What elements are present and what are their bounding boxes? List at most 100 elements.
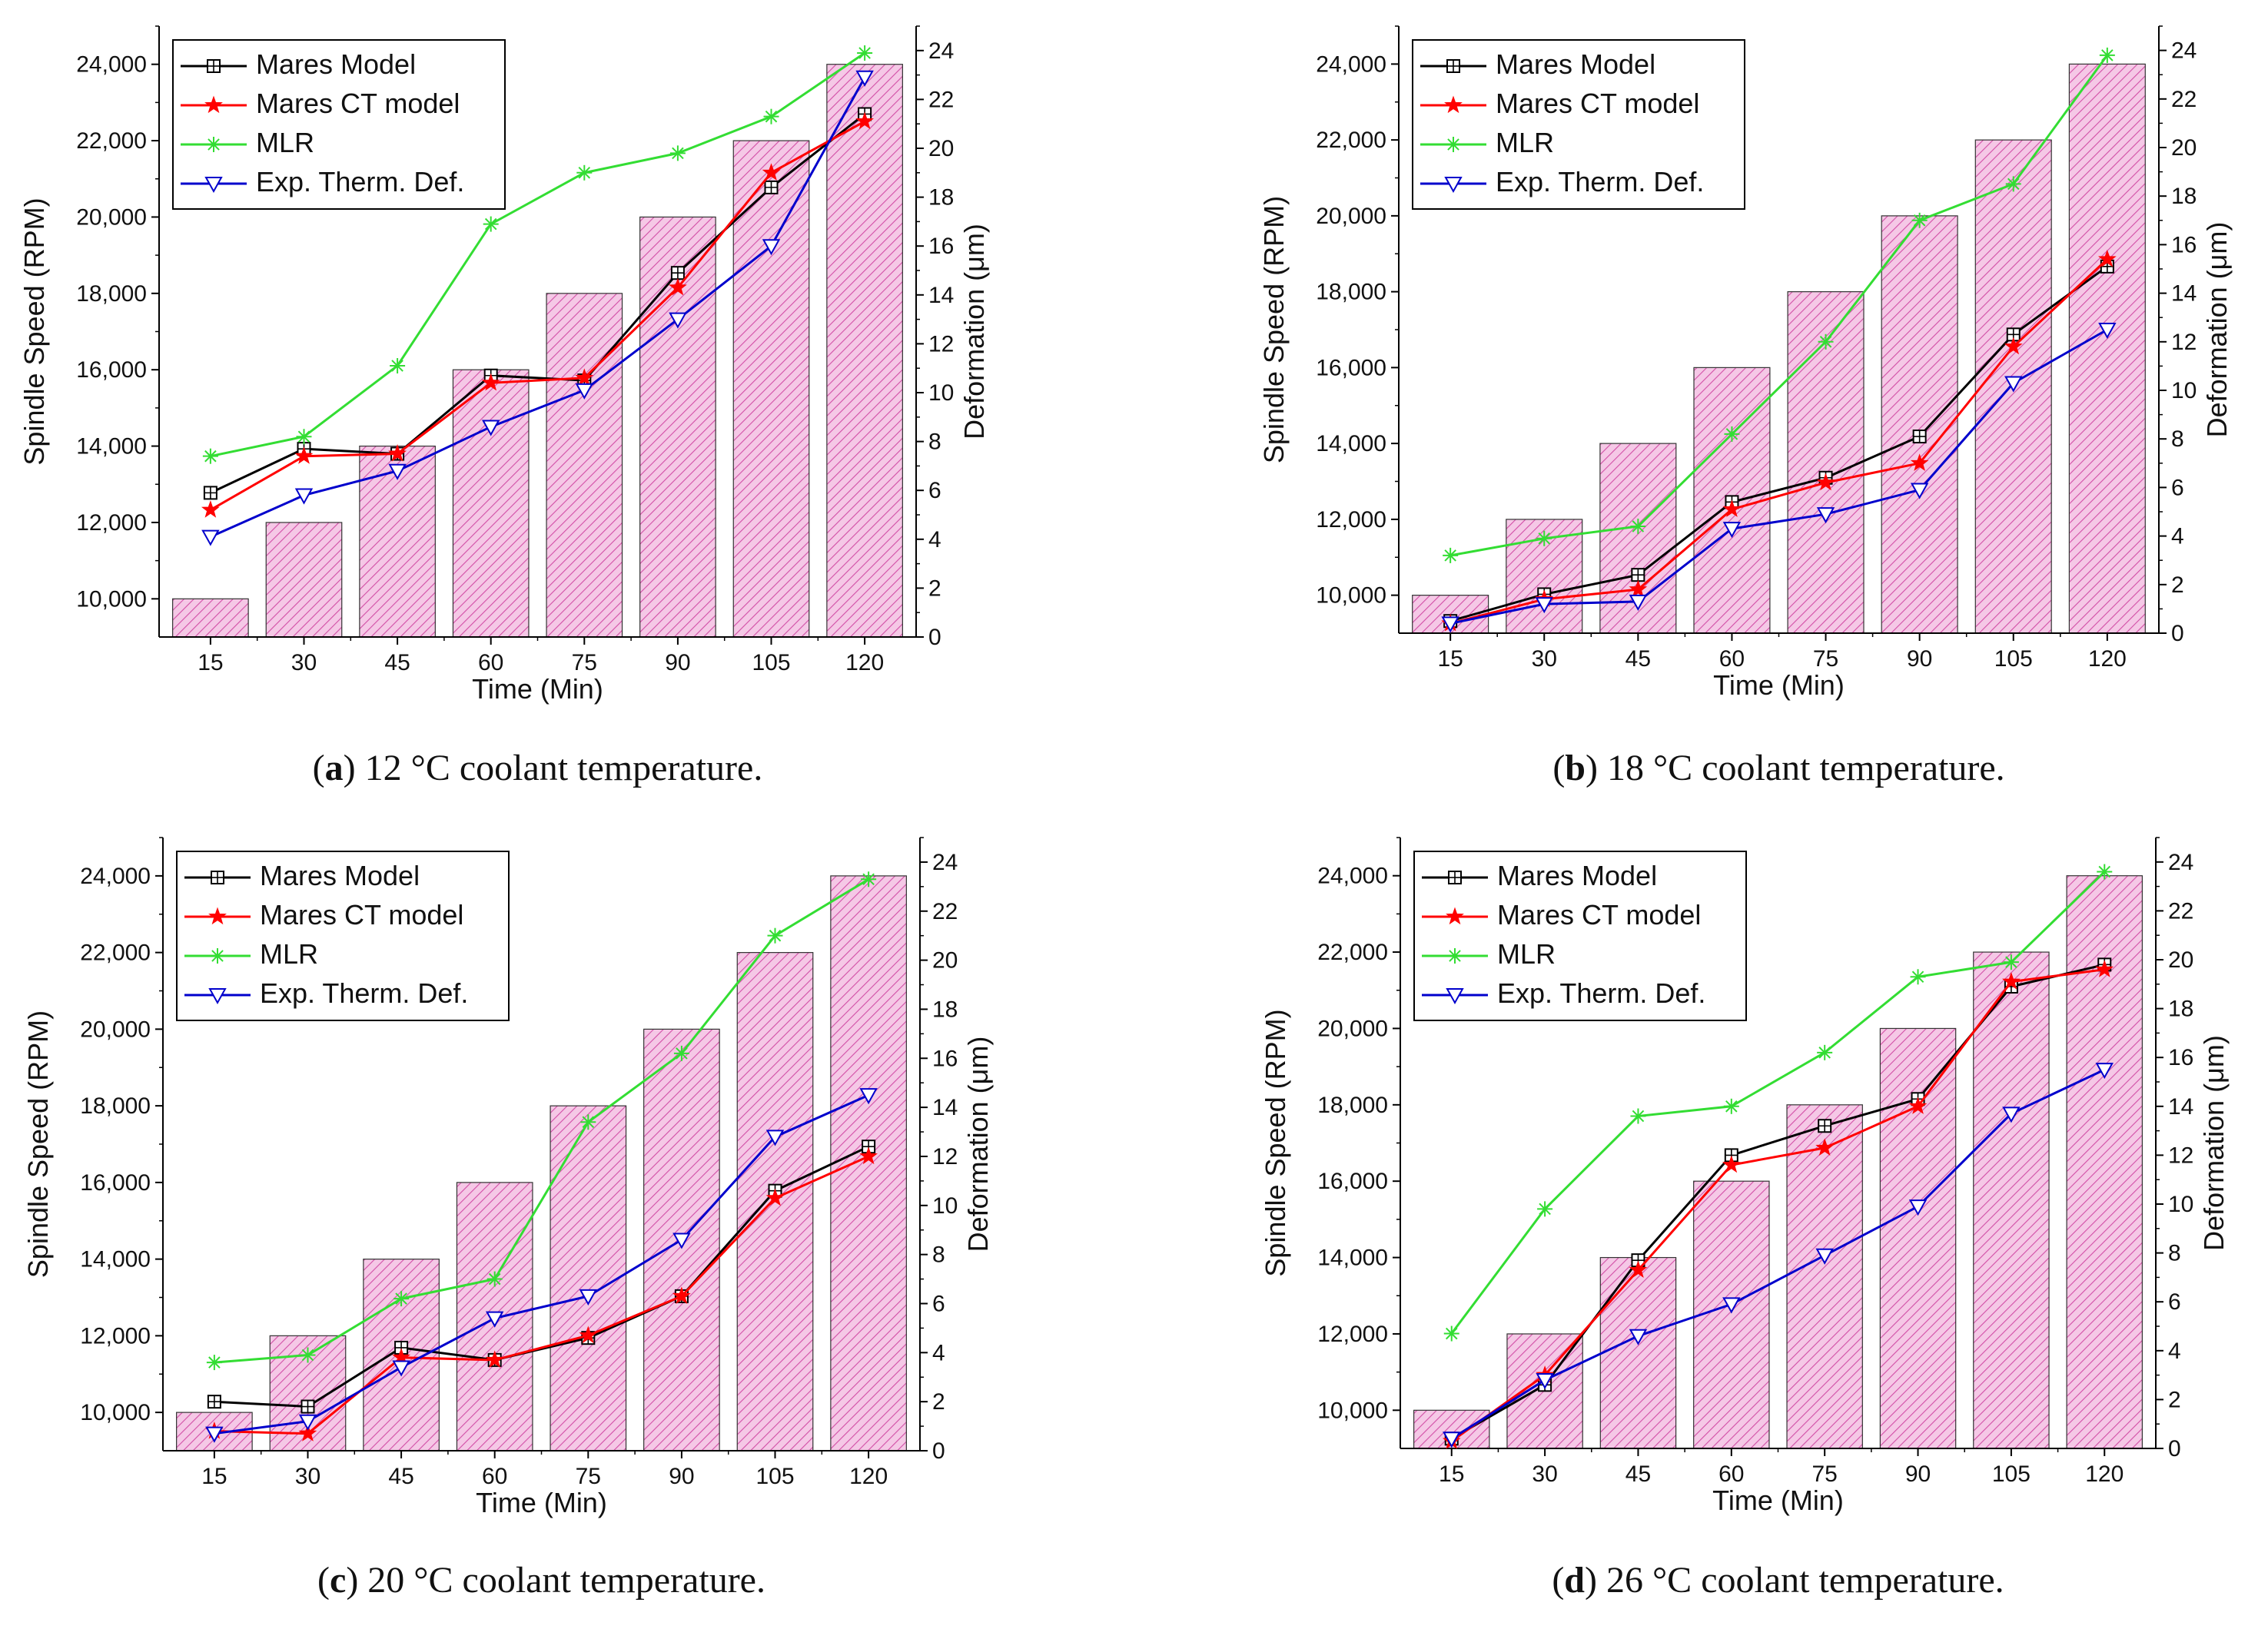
speed-bar	[550, 1105, 627, 1452]
data-point-marker	[201, 529, 220, 546]
series-mlr	[1443, 47, 2115, 563]
asterisk-stroke	[858, 47, 871, 59]
left-tick-label: 20,000	[76, 204, 147, 230]
legend-item: Exp. Therm. Def.	[1420, 166, 1704, 197]
x-tick-label: 120	[2085, 1461, 2124, 1487]
data-point-marker	[1722, 522, 1742, 539]
star-marker	[201, 500, 220, 518]
left-tick-label: 22,000	[1316, 128, 1386, 153]
right-tick-label: 10	[2168, 1192, 2193, 1217]
triangle-marker	[1444, 177, 1463, 194]
data-point-marker	[669, 312, 687, 329]
series-mares-ct-model	[205, 1146, 878, 1442]
triangle-marker	[672, 1233, 691, 1249]
series-line	[1449, 55, 2109, 557]
left-tick-label: 14,000	[1317, 1246, 1388, 1271]
star-marker	[1446, 907, 1464, 925]
series-line	[1449, 265, 2108, 622]
left-tick-label: 10,000	[80, 1400, 151, 1425]
data-point-marker	[855, 111, 875, 130]
data-point-marker	[762, 163, 781, 181]
left-tick-label: 22,000	[76, 128, 147, 154]
right-tick-label: 22	[932, 899, 958, 924]
triangle-marker	[2004, 376, 2023, 393]
asterisk-stroke	[297, 430, 310, 443]
caption-letter: d	[1564, 1560, 1585, 1601]
left-tick-label: 12,000	[1317, 1322, 1388, 1347]
x-tick-label: 75	[1811, 1461, 1837, 1487]
data-point-marker	[2004, 376, 2023, 393]
data-point-marker	[579, 1325, 598, 1344]
data-point-marker	[2003, 954, 2019, 970]
asterisk-stroke	[1911, 970, 1924, 984]
triangle-marker	[1722, 522, 1742, 539]
left-tick-label: 10,000	[1316, 583, 1386, 609]
legend-box	[172, 39, 506, 210]
data-point-marker	[859, 1088, 878, 1105]
speed-bar	[1786, 1104, 1863, 1449]
triangle-marker	[859, 1088, 878, 1105]
right-tick-label: 8	[2171, 426, 2184, 452]
asterisk-stroke	[1445, 1327, 1458, 1340]
x-tick-label: 45	[1625, 1461, 1651, 1487]
right-tick-label: 16	[2168, 1045, 2193, 1070]
asterisk-stroke	[2007, 177, 2020, 191]
x-tick-label: 90	[1907, 646, 1932, 672]
data-point-marker	[486, 1271, 503, 1287]
triangle-marker	[392, 1360, 410, 1377]
figure-caption: (d) 26 °C coolant temperature.	[1552, 1560, 2004, 1601]
series-exp-therm-def	[205, 1088, 878, 1443]
right-tick-label: 20	[932, 948, 958, 974]
legend-item: Exp. Therm. Def.	[181, 166, 464, 197]
legend-item: MLR	[181, 127, 314, 158]
data-point-marker	[576, 164, 593, 181]
data-point-marker	[300, 1347, 316, 1363]
data-point-marker	[481, 373, 500, 391]
data-point-marker	[1908, 1199, 1928, 1216]
legend-item: Mares CT model	[1420, 88, 1699, 119]
triangle-marker	[204, 177, 223, 194]
data-point-marker	[1722, 1155, 1741, 1173]
data-point-marker	[765, 1188, 785, 1206]
left-tick-label: 12,000	[76, 510, 147, 536]
triangle-marker	[1443, 1432, 1461, 1448]
x-tick-label: 120	[845, 650, 884, 675]
caption-text: ) 26 °C coolant temperature.	[1585, 1560, 2004, 1601]
data-point-marker	[1815, 1248, 1834, 1265]
x-tick-label: 105	[1994, 646, 2033, 672]
x-tick-label: 90	[1905, 1461, 1931, 1487]
series-exp-therm-def	[1443, 1063, 2114, 1448]
data-point-marker	[2098, 323, 2117, 340]
data-point-marker	[1443, 547, 1459, 563]
x-axis-title: Time (Min)	[476, 1487, 607, 1518]
asterisk-stroke	[676, 1047, 688, 1060]
right-tick-label: 2	[2171, 572, 2184, 598]
triangle-marker	[481, 420, 500, 436]
right-tick-label: 4	[2171, 524, 2184, 549]
asterisk-stroke	[2098, 865, 2111, 878]
asterisk-stroke	[1819, 336, 1832, 348]
triangle-marker	[1629, 1329, 1648, 1345]
right-tick-label: 8	[932, 1242, 945, 1268]
triangle-marker	[205, 1426, 224, 1443]
data-point-marker	[1443, 1432, 1461, 1448]
data-point-marker	[857, 45, 873, 61]
data-point-marker	[1447, 948, 1463, 964]
data-point-marker	[1446, 907, 1464, 925]
data-point-marker	[1444, 177, 1463, 194]
legend-item: Mares Model	[184, 860, 420, 891]
right-tick-label: 10	[932, 1193, 958, 1219]
data-point-marker	[393, 1291, 410, 1307]
caption-text: ) 12 °C coolant temperature.	[344, 748, 763, 788]
data-point-marker	[203, 486, 218, 500]
data-point-marker	[392, 1360, 410, 1377]
right-tick-label: 2	[928, 576, 941, 601]
asterisk-stroke	[204, 450, 217, 463]
data-point-marker	[1448, 871, 1462, 884]
caption-open-paren: (	[317, 1560, 330, 1601]
chart-panel-b: 10,000 12,000 14,000 16,000 18,000 20,000 22,0…	[1258, 25, 2233, 788]
legend-item: MLR	[184, 938, 318, 970]
x-tick-label: 60	[482, 1464, 507, 1489]
x-tick-label: 60	[1719, 646, 1745, 672]
right-tick-label: 18	[2171, 184, 2197, 209]
